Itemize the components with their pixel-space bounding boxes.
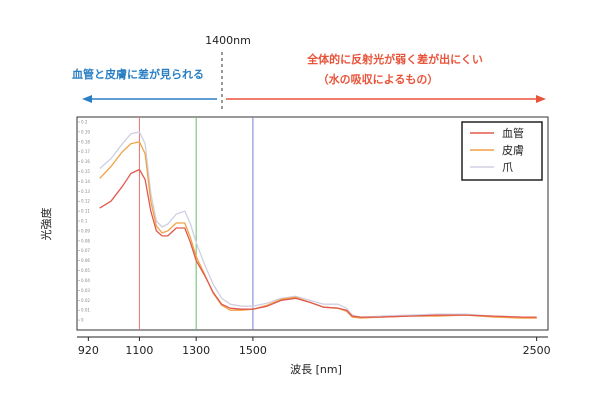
left-arrow-head-icon	[82, 95, 92, 103]
x-axis-title: 波長 [nm]	[290, 363, 342, 376]
y-tick-label: 0.2	[81, 119, 88, 124]
right-annotation-text-line1: 全体的に反射光が弱く差が出にくい	[306, 52, 483, 66]
y-tick-label: 0.1	[81, 219, 88, 224]
y-tick-label: 0.07	[81, 248, 90, 253]
y-tick-label: 0.03	[81, 288, 90, 293]
boundary-label: 1400nm	[205, 34, 251, 47]
y-tick-label: 0.08	[81, 238, 90, 243]
y-tick-label: 0.01	[81, 308, 90, 313]
y-tick-label: 0.16	[81, 159, 90, 164]
left-annotation-text: 血管と皮膚に差が見られる	[72, 67, 204, 81]
plot-frame	[76, 116, 549, 331]
y-tick-label: 0.11	[81, 209, 90, 214]
x-tick-label: 1300	[182, 344, 210, 357]
series-lines	[99, 131, 537, 319]
legend-label: 血管	[502, 126, 524, 140]
y-tick-label: 0.09	[81, 228, 90, 233]
x-tick-label: 1100	[125, 344, 153, 357]
x-tick-label: 1500	[239, 344, 267, 357]
y-tick-label: 0.15	[81, 169, 90, 174]
series-line-2	[99, 131, 537, 319]
x-tick-label: 2500	[523, 344, 551, 357]
y-tick-label: 0.17	[81, 149, 90, 154]
x-tick-label: 920	[78, 344, 99, 357]
y-tick-label: 0.18	[81, 139, 90, 144]
legend-box	[461, 121, 543, 181]
y-axis-title: 光強度	[39, 208, 53, 241]
y-tick-label: 0.14	[81, 179, 90, 184]
y-axis-ticks: 0 0.01 0.02 0.03 0.04 0.05 0.06 0.07 0.08 0.09 0.1…	[77, 119, 90, 323]
y-tick-label: 0.04	[81, 278, 90, 283]
y-tick-label: 0.02	[81, 298, 90, 303]
series-line-0	[99, 168, 537, 318]
y-tick-label: 0.19	[81, 129, 90, 134]
y-tick-label: 0.13	[81, 189, 90, 194]
y-tick-label: 0.06	[81, 258, 90, 263]
legend-label: 皮膚	[502, 143, 524, 157]
annotation-area: 1400nm 血管と皮膚に差が見られる 全体的に反射光が弱く差が出にくい （水の…	[72, 34, 546, 112]
right-arrow-head-icon	[536, 95, 546, 103]
right-annotation-text-line2: （水の吸収によるもの）	[318, 72, 439, 86]
y-tick-label: 0.12	[81, 199, 90, 204]
y-tick-label: 0.05	[81, 268, 90, 273]
x-axis: 920 1100 1300 1500 2500	[77, 336, 551, 357]
y-tick-label: 0	[81, 318, 84, 323]
legend-label: 爪	[502, 161, 513, 174]
reference-lines	[138, 117, 254, 330]
